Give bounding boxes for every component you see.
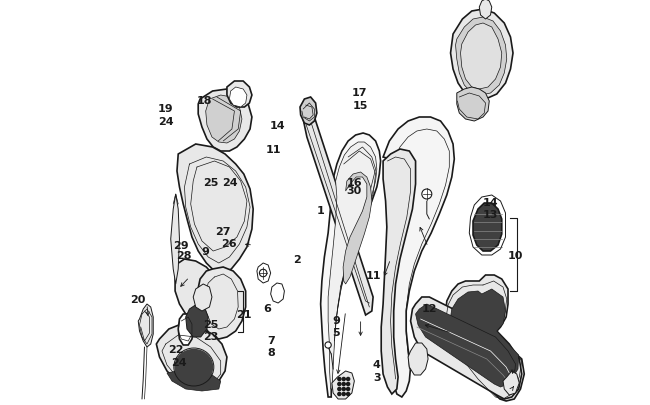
Circle shape [338, 377, 341, 381]
Polygon shape [473, 203, 502, 252]
Polygon shape [450, 289, 519, 384]
Text: 16: 16 [346, 177, 362, 187]
Polygon shape [381, 149, 415, 394]
Polygon shape [198, 90, 252, 151]
Text: 11: 11 [366, 271, 382, 280]
Text: 24: 24 [158, 117, 174, 126]
Polygon shape [193, 284, 212, 311]
Text: 18: 18 [197, 96, 213, 105]
Text: 25: 25 [203, 319, 218, 329]
Polygon shape [175, 259, 215, 317]
Text: 14: 14 [269, 121, 285, 130]
Polygon shape [227, 82, 252, 108]
Circle shape [338, 382, 341, 386]
Text: 3: 3 [373, 372, 381, 382]
Polygon shape [197, 267, 246, 339]
Text: 19: 19 [158, 104, 174, 113]
Polygon shape [205, 96, 242, 144]
Polygon shape [167, 369, 221, 391]
Text: 21: 21 [236, 309, 252, 319]
Text: 9: 9 [202, 246, 209, 256]
Text: 8: 8 [268, 347, 276, 357]
Circle shape [346, 382, 350, 386]
Text: 22: 22 [168, 344, 183, 354]
Text: 20: 20 [131, 295, 146, 305]
Polygon shape [186, 304, 208, 337]
Text: 15: 15 [352, 100, 368, 110]
Circle shape [338, 388, 341, 390]
Text: 5: 5 [333, 327, 340, 337]
Text: 13: 13 [483, 210, 499, 220]
Circle shape [338, 392, 341, 396]
Text: 12: 12 [422, 303, 437, 313]
Circle shape [259, 270, 267, 277]
Polygon shape [270, 284, 285, 303]
Text: 17: 17 [352, 88, 368, 98]
Circle shape [342, 382, 345, 386]
Text: 14: 14 [483, 198, 499, 207]
Polygon shape [138, 304, 153, 347]
Text: 26: 26 [222, 238, 237, 248]
Text: 27: 27 [215, 227, 231, 237]
Polygon shape [343, 173, 372, 284]
Polygon shape [461, 24, 502, 90]
Polygon shape [300, 98, 317, 126]
Circle shape [346, 377, 350, 381]
Polygon shape [415, 304, 515, 387]
Circle shape [342, 388, 345, 390]
Circle shape [346, 388, 350, 390]
Polygon shape [457, 88, 489, 122]
Polygon shape [178, 314, 193, 345]
Text: 10: 10 [508, 250, 523, 260]
Text: 28: 28 [176, 250, 192, 260]
Polygon shape [479, 0, 492, 20]
Polygon shape [408, 343, 428, 375]
Text: 23: 23 [203, 331, 218, 341]
Polygon shape [383, 118, 454, 397]
Circle shape [422, 190, 432, 200]
Text: 24: 24 [171, 358, 187, 367]
Text: 1: 1 [317, 206, 325, 215]
Circle shape [342, 392, 345, 396]
Text: 24: 24 [222, 177, 238, 187]
Polygon shape [257, 263, 270, 284]
Polygon shape [503, 371, 519, 395]
Polygon shape [303, 112, 373, 315]
Circle shape [325, 342, 332, 348]
Text: 7: 7 [268, 335, 276, 345]
Polygon shape [171, 194, 179, 284]
Text: 29: 29 [174, 240, 189, 250]
Polygon shape [332, 371, 354, 399]
Polygon shape [450, 10, 513, 100]
Text: 2: 2 [292, 254, 300, 264]
Text: 30: 30 [346, 185, 362, 195]
Polygon shape [411, 297, 522, 399]
Polygon shape [229, 88, 247, 108]
Ellipse shape [175, 350, 213, 385]
Polygon shape [157, 324, 227, 389]
Text: 6: 6 [263, 303, 271, 313]
Polygon shape [177, 145, 253, 273]
Polygon shape [328, 143, 377, 389]
Text: 9: 9 [332, 315, 341, 325]
Polygon shape [445, 275, 525, 401]
Polygon shape [456, 18, 507, 96]
Text: 25: 25 [203, 177, 218, 187]
Text: 11: 11 [265, 145, 281, 155]
Text: 4: 4 [372, 360, 380, 369]
Polygon shape [320, 134, 381, 397]
Circle shape [342, 377, 345, 381]
Circle shape [346, 392, 350, 396]
